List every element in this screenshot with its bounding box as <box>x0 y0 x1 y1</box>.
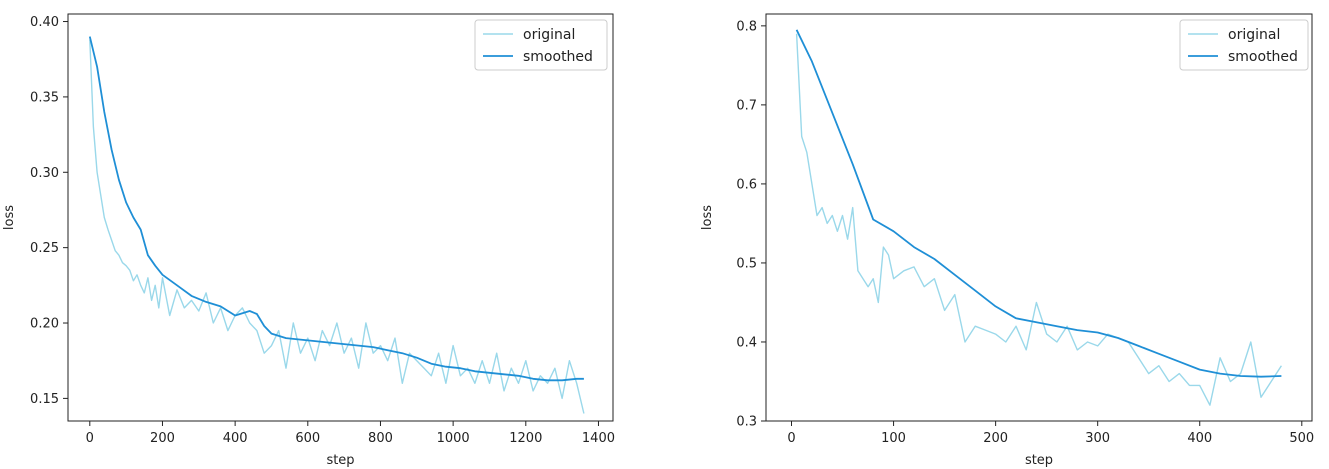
x-tick-label: 1400 <box>582 431 615 446</box>
legend-label-original: original <box>1228 27 1280 43</box>
y-tick-label: 0.6 <box>736 177 757 192</box>
y-tick-label: 0.7 <box>736 98 757 113</box>
legend-label-smoothed: smoothed <box>523 49 593 65</box>
y-tick-label: 0.5 <box>736 256 757 271</box>
x-tick-label: 400 <box>1187 431 1212 446</box>
x-tick-label: 1000 <box>437 431 470 446</box>
x-axis-label: step <box>326 453 354 468</box>
legend-label-smoothed: smoothed <box>1228 49 1298 65</box>
y-axis-label: loss <box>2 205 17 230</box>
legend-label-original: original <box>523 27 575 43</box>
y-tick-label: 0.40 <box>30 15 59 30</box>
legend-box <box>474 19 608 71</box>
x-tick-label: 100 <box>881 431 906 446</box>
x-tick-label: 1200 <box>509 431 542 446</box>
y-tick-label: 0.15 <box>30 392 59 407</box>
x-axis-label: step <box>1025 453 1053 468</box>
legend: original smoothed <box>474 19 608 71</box>
x-tick-label: 0 <box>787 431 795 446</box>
x-tick-label: 600 <box>295 431 320 446</box>
x-tick-label: 200 <box>150 431 175 446</box>
y-tick-label: 0.35 <box>30 90 59 105</box>
chart-right: 0 100 200 300 400 500 0.3 0.4 0.5 0.6 0.7 0.8 step lo… <box>700 13 1314 468</box>
y-tick-label: 0.20 <box>30 317 59 332</box>
x-tick-label: 0 <box>86 431 94 446</box>
x-tick-label: 300 <box>1085 431 1110 446</box>
x-tick-label: 200 <box>983 431 1008 446</box>
x-tick-label: 800 <box>368 431 393 446</box>
y-tick-label: 0.25 <box>30 241 59 256</box>
y-axis-label: loss <box>700 205 715 230</box>
y-tick-label: 0.3 <box>736 415 757 430</box>
plot-frame <box>765 13 1313 422</box>
legend: original smoothed <box>1179 19 1309 71</box>
y-tick-label: 0.8 <box>736 19 757 34</box>
series-line-original <box>795 33 1282 406</box>
y-tick-label: 0.30 <box>30 166 59 181</box>
series-line-smoothed <box>88 36 584 382</box>
series-line-original <box>89 39 585 414</box>
plot-frame <box>67 13 614 422</box>
x-tick-label: 500 <box>1289 431 1314 446</box>
y-tick-label: 0.4 <box>736 335 757 350</box>
chart-left: 0 200 400 600 800 1000 1200 1400 0.15 0.20 0.25 0.3… <box>2 13 615 468</box>
x-tick-label: 400 <box>223 431 248 446</box>
legend-box <box>1179 19 1309 71</box>
series-line-smoothed <box>795 29 1282 378</box>
